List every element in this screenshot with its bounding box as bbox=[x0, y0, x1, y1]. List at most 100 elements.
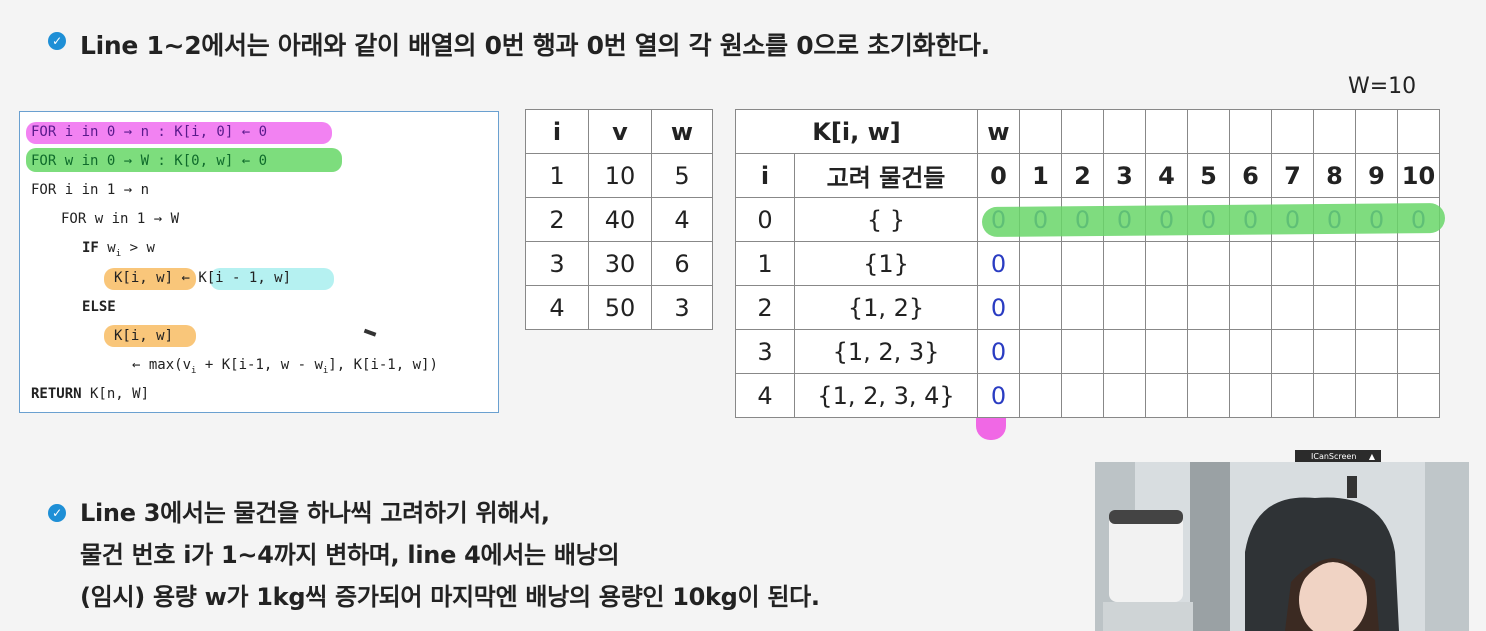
w-header: w bbox=[977, 109, 1020, 154]
k-cell bbox=[1103, 285, 1146, 330]
code-line-8: K[i, w] bbox=[114, 328, 174, 344]
bullet2-line2: 물건 번호 i가 1~4까지 변하며, line 4에서는 배낭의 bbox=[80, 541, 620, 569]
highlight-line1 bbox=[26, 122, 332, 144]
row-index: 2 bbox=[735, 285, 795, 330]
cell: 3 bbox=[651, 285, 713, 330]
k-table: K[i, w] w i 고려 물건들 0 1 2 3 4 5 6 7 8 9 1… bbox=[735, 109, 1440, 418]
cell: 50 bbox=[588, 285, 652, 330]
items-header-w: w bbox=[651, 109, 713, 154]
k-cell bbox=[1271, 241, 1314, 286]
row-index: 0 bbox=[735, 197, 795, 242]
table-row: 2 {1, 2} 0 bbox=[735, 285, 1440, 330]
k-cell bbox=[1355, 373, 1398, 418]
if-keyword: IF bbox=[82, 240, 99, 256]
items-header-v: v bbox=[588, 109, 652, 154]
k-cell: 0 bbox=[977, 329, 1020, 374]
row-index: 3 bbox=[735, 329, 795, 374]
k-cell bbox=[1145, 373, 1188, 418]
code-line-3: FOR i in 1 → n bbox=[31, 182, 150, 198]
code-sub-v: i bbox=[191, 365, 197, 376]
bullet1-text: Line 1~2에서는 아래와 같이 배열의 0번 행과 0번 열의 각 원소를… bbox=[80, 31, 990, 60]
pseudocode-box: FOR i in 0 → n : K[i, 0] ← 0 FOR w in 0 … bbox=[19, 111, 499, 413]
check-icon: ✓ bbox=[48, 32, 66, 50]
k-cell bbox=[1145, 285, 1188, 330]
code-line-7: ELSE bbox=[82, 299, 116, 315]
cell: 2 bbox=[525, 197, 589, 242]
w-col-header: 7 bbox=[1271, 153, 1314, 198]
k-cell: 0 bbox=[977, 373, 1020, 418]
code-kprev: K[i - 1, w] bbox=[198, 270, 292, 286]
k-cell bbox=[1061, 329, 1104, 374]
k-cell bbox=[1103, 241, 1146, 286]
k-cell bbox=[1061, 285, 1104, 330]
k-cell bbox=[1187, 329, 1230, 374]
k-cell bbox=[1061, 241, 1104, 286]
k-cell bbox=[1397, 373, 1440, 418]
check-icon: ✓ bbox=[48, 504, 66, 522]
return-keyword: RETURN bbox=[31, 386, 82, 402]
code-arrow: ← bbox=[173, 270, 199, 286]
code-line-6: K[i, w] ← K[i - 1, w] bbox=[114, 270, 291, 286]
k-cell bbox=[1103, 373, 1146, 418]
code-line-10: RETURN K[n, W] bbox=[31, 386, 149, 402]
code-return: K[n, W] bbox=[81, 386, 150, 402]
code-sub: i bbox=[115, 248, 122, 259]
cell: 1 bbox=[525, 153, 589, 198]
bullet2-line1: Line 3에서는 물건을 하나씩 고려하기 위해서, bbox=[80, 499, 550, 527]
cell: 40 bbox=[588, 197, 652, 242]
w-col-header: 10 bbox=[1397, 153, 1440, 198]
w-col-header: 9 bbox=[1355, 153, 1398, 198]
code-sub-w: i bbox=[322, 365, 329, 376]
code-line-1: FOR i in 0 → n : K[i, 0] ← 0 bbox=[31, 124, 268, 140]
k-header: K[i, w] bbox=[735, 109, 978, 154]
k-cell bbox=[1187, 285, 1230, 330]
k-cell: 0 bbox=[977, 241, 1020, 286]
w-col-header: 2 bbox=[1061, 153, 1104, 198]
w-col-header: 6 bbox=[1229, 153, 1272, 198]
table-row: 3 30 6 bbox=[525, 241, 713, 286]
pen-cursor-icon bbox=[363, 328, 377, 337]
highlight-line2 bbox=[26, 148, 342, 172]
items-header-i: i bbox=[525, 109, 589, 154]
k-cell bbox=[1271, 329, 1314, 374]
cell: 6 bbox=[651, 241, 713, 286]
code-line-2: FOR w in 0 → W : K[0, w] ← 0 bbox=[31, 153, 268, 169]
k-cell bbox=[1313, 241, 1356, 286]
k-cell bbox=[1229, 241, 1272, 286]
k-cell bbox=[1145, 329, 1188, 374]
row-items: { } bbox=[794, 197, 978, 242]
table-row: 3 {1, 2, 3} 0 bbox=[735, 329, 1440, 374]
code-max-mid: + K[i-1, w - w bbox=[196, 357, 323, 373]
w-col-header: 0 bbox=[977, 153, 1020, 198]
capacity-label: W=10 bbox=[1348, 74, 1417, 99]
row-items: {1, 2, 3, 4} bbox=[794, 373, 978, 418]
k-cell bbox=[1019, 285, 1062, 330]
bullet-line1: ✓ Line 1~2에서는 아래와 같이 배열의 0번 행과 0번 열의 각 원… bbox=[48, 26, 990, 62]
k-cell: 0 bbox=[977, 285, 1020, 330]
cell: 4 bbox=[525, 285, 589, 330]
table-row: 4 50 3 bbox=[525, 285, 713, 330]
highlight-kiw-1 bbox=[104, 268, 196, 290]
bullet2-line3: (임시) 용량 w가 1kg씩 증가되어 마지막엔 배낭의 용량인 10kg이 … bbox=[80, 583, 820, 611]
caret-up-icon[interactable]: ▲ bbox=[1368, 452, 1375, 461]
cell: 5 bbox=[651, 153, 713, 198]
table-row: 2 40 4 bbox=[525, 197, 713, 242]
k-cell bbox=[1355, 241, 1398, 286]
w-col-header: 4 bbox=[1145, 153, 1188, 198]
bullet-line3: ✓ Line 3에서는 물건을 하나씩 고려하기 위해서, 물건 번호 i가 1… bbox=[48, 492, 820, 618]
k-cell bbox=[1355, 285, 1398, 330]
code-line-9: ← max(vi + K[i-1, w - wi], K[i-1, w]) bbox=[132, 357, 438, 376]
k-cell bbox=[1019, 241, 1062, 286]
highlight-row-0 bbox=[981, 202, 1446, 238]
highlight-kiw-2 bbox=[104, 325, 196, 347]
code-line-4: FOR w in 1 → W bbox=[61, 211, 180, 227]
k-cell bbox=[1355, 329, 1398, 374]
table-row: 1 10 5 bbox=[525, 153, 713, 198]
webcam-titlebar[interactable]: ICanScreen ▲ bbox=[1295, 450, 1381, 463]
w-col-header: 5 bbox=[1187, 153, 1230, 198]
k-cell bbox=[1397, 241, 1440, 286]
k-cell bbox=[1103, 329, 1146, 374]
row-index: 4 bbox=[735, 373, 795, 418]
k-cell bbox=[1061, 373, 1104, 418]
table-row: 4 {1, 2, 3, 4} 0 bbox=[735, 373, 1440, 418]
